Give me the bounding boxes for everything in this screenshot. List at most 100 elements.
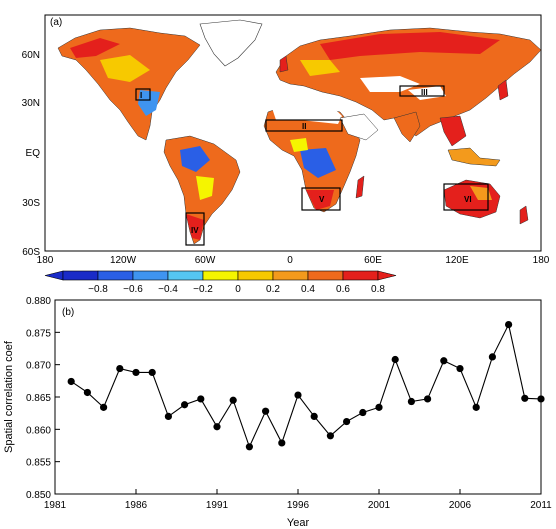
british-isles: [279, 55, 289, 73]
colorbar-segment: [307, 270, 344, 281]
region-boxes: [135, 85, 489, 246]
colorbar-segment: [132, 270, 169, 281]
japan: [497, 79, 509, 101]
data-point: [343, 417, 351, 426]
north-america-blue: [138, 90, 160, 116]
data-point: [505, 320, 513, 329]
indonesia: [447, 147, 501, 167]
series-path: [70, 322, 542, 449]
y-tick-label: 0.870: [26, 361, 51, 372]
colorbar-tick: 0: [235, 284, 241, 295]
x-axis: 1981 1986 1991 1996 2001 2006 2011: [44, 489, 552, 511]
colorbar-segment: [342, 270, 379, 281]
madagascar: [355, 175, 365, 199]
colorbar-segment: [62, 270, 99, 281]
region-label-5: V: [319, 195, 325, 204]
new-zealand: [519, 205, 529, 225]
map-panel: I II III IV V VI (a) 60N 30N EQ 30S 60S …: [22, 14, 550, 295]
region-label-4: IV: [191, 226, 199, 235]
x-tick-label: 1981: [44, 500, 67, 511]
south-america-red: [186, 214, 204, 240]
data-point: [359, 408, 367, 417]
colorbar-segment: [97, 270, 134, 281]
region-box-3: [399, 85, 445, 97]
data-point: [132, 368, 140, 377]
lon-tick: 120W: [110, 255, 137, 266]
x-tick-label: 1986: [125, 500, 148, 511]
y-tick-label: 0.860: [26, 425, 51, 436]
colorbar-segment: [272, 270, 309, 281]
panel-a-label: (a): [50, 17, 62, 28]
colorbar: [44, 270, 397, 281]
lat-tick: 60S: [22, 247, 40, 258]
region-box-5: [301, 187, 341, 211]
x-tick-label: 2001: [368, 500, 391, 511]
north-america-yellow: [100, 55, 150, 82]
colorbar-ticks: −0.8 −0.6 −0.4 −0.2 0 0.2 0.4 0.6 0.8: [88, 284, 385, 295]
greenland: [199, 19, 263, 67]
region-box-1: [135, 88, 151, 101]
lat-tick: 60N: [22, 50, 40, 61]
data-point: [181, 401, 189, 409]
south-america-yellow: [196, 176, 214, 200]
x-tick-label: 1996: [287, 500, 310, 511]
x-tick-label: 1991: [206, 500, 229, 511]
lon-tick: 60W: [195, 255, 216, 266]
data-point: [472, 403, 480, 411]
data-point: [326, 432, 334, 440]
lon-tick: 0: [287, 255, 293, 266]
region-box-2: [265, 119, 343, 132]
data-point: [197, 395, 205, 403]
data-point: [100, 403, 108, 411]
colorbar-tick: −0.8: [88, 284, 108, 295]
colorbar-tick: 0.6: [336, 284, 350, 295]
line-chart-panel: (b) 0.8500.8550.8600.8650.8700.8750.880 …: [3, 296, 552, 529]
colorbar-segment: [237, 270, 274, 281]
eurasia-yellow: [300, 60, 340, 76]
y-tick-label: 0.855: [26, 458, 51, 469]
data-point: [229, 396, 237, 404]
lon-tick: 180: [37, 255, 54, 266]
region-labels: I II III IV V VI: [140, 88, 472, 235]
data-point: [375, 403, 383, 411]
africa-red: [306, 190, 334, 210]
data-point: [116, 364, 124, 373]
y-tick-label: 0.880: [26, 296, 51, 307]
data-point: [456, 364, 464, 373]
india: [393, 111, 421, 143]
eurasia-red: [320, 32, 500, 60]
lat-tick: 30N: [22, 98, 40, 109]
region-box-6: [443, 183, 489, 211]
latitude-axis: 60N 30N EQ 30S 60S: [22, 50, 41, 258]
sahara-blank: [272, 100, 342, 124]
longitude-axis: 180 120W 60W 0 60E 120E 180: [37, 255, 550, 266]
africa-blue: [300, 148, 336, 178]
data-point: [521, 394, 529, 402]
colorbar-max-arrow: [377, 270, 397, 281]
colorbar-segment: [202, 270, 239, 281]
x-axis-label: Year: [287, 517, 310, 529]
y-axis: 0.850 0.855 0.860 0.865 0.870 0.875 0.880: [26, 296, 60, 501]
australia-orange: [470, 186, 492, 200]
central-asia-blank: [360, 76, 420, 92]
data-point: [537, 395, 545, 403]
data-point: [83, 388, 91, 397]
region-box-4: [185, 212, 205, 246]
y-tick-label: 0.850: [26, 490, 51, 501]
colorbar-tick: 0.8: [371, 284, 385, 295]
data-point: [213, 423, 221, 431]
lat-tick: 30S: [22, 198, 40, 209]
x-tick-label: 2006: [449, 500, 472, 511]
data-point: [391, 355, 399, 364]
colorbar-tick: −0.2: [193, 284, 213, 295]
y-tick-label: 0.865: [26, 393, 51, 404]
data-point: [488, 353, 496, 361]
data-point: [407, 397, 415, 406]
colorbar-tick: −0.6: [123, 284, 143, 295]
lat-tick: EQ: [26, 148, 41, 159]
region-label-3: III: [421, 88, 428, 97]
data-point: [262, 407, 270, 415]
lon-tick: 180: [533, 255, 550, 266]
region-label-2: II: [302, 122, 306, 131]
colorbar-tick: −0.4: [158, 284, 178, 295]
